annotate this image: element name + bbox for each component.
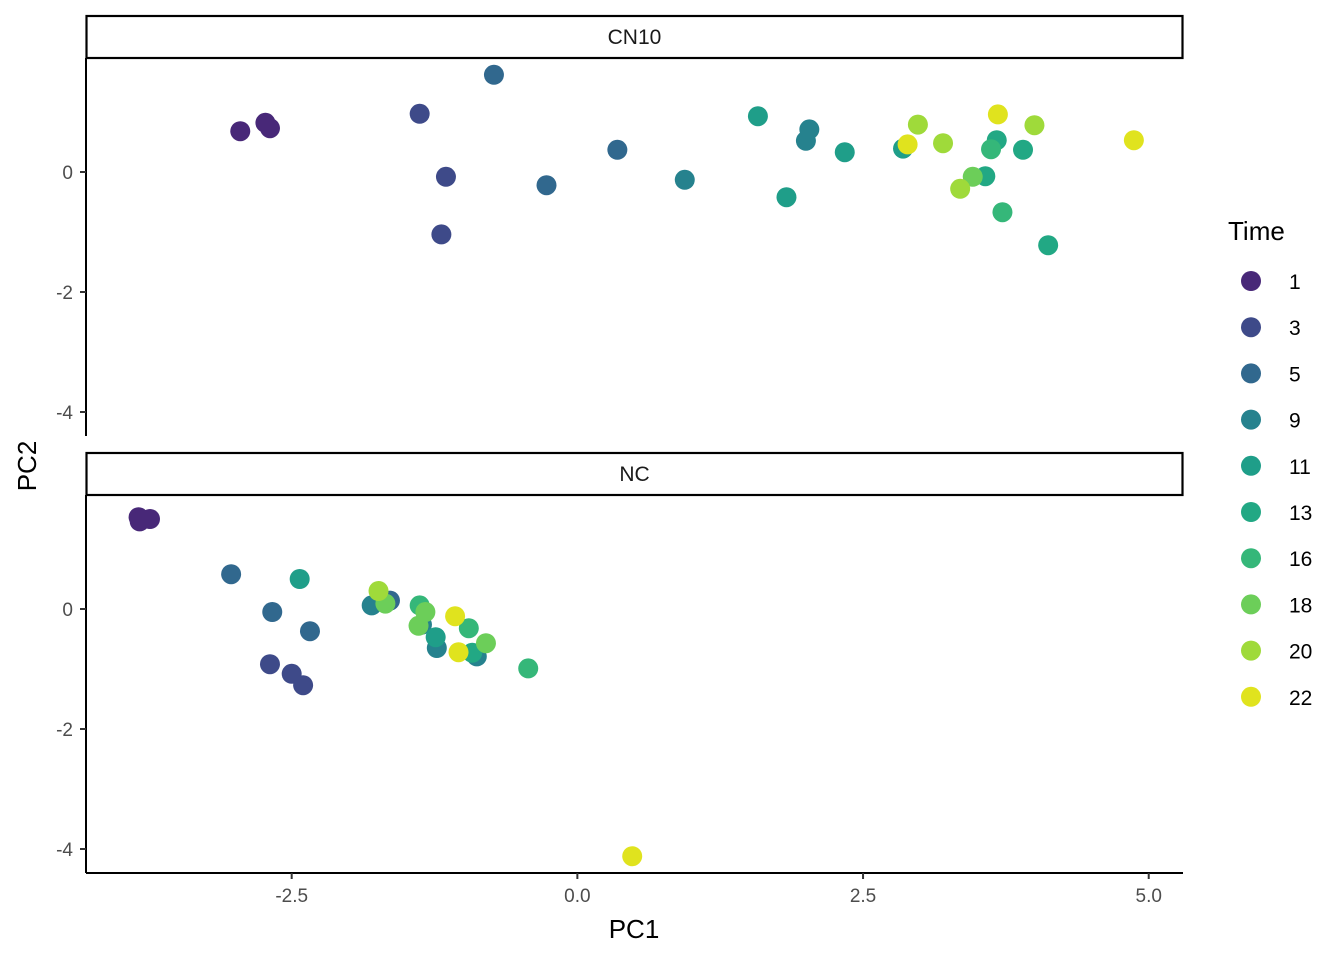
legend-item: 18 [1241,594,1312,617]
y-tick-label: -2 [56,720,73,741]
data-point [907,114,928,135]
data-point [987,104,1008,125]
y-tick-label: 0 [62,600,73,621]
data-point [259,118,280,139]
legend-key [1241,271,1261,291]
legend-label: 16 [1289,548,1312,571]
data-point [368,581,389,601]
x-axis: -2.5 0.0 2.5 5.0 [86,872,1183,907]
data-point [933,133,954,154]
legend-key [1241,594,1261,615]
data-point [435,166,456,187]
data-point [299,621,320,642]
legend-title: Time [1228,216,1285,246]
data-point [747,106,768,127]
data-point [992,202,1013,223]
panels-layer: CN10 0 -2 -4 NC 0 -2 -4 [56,14,1184,873]
x-tick-label: 2.5 [850,886,876,907]
legend-label: 13 [1289,502,1312,525]
data-point [536,175,557,196]
legend-item: 9 [1241,409,1301,433]
legend-label: 20 [1289,641,1312,664]
facet-strip-label: NC [619,463,649,486]
data-point [897,134,918,155]
data-point [230,121,251,142]
data-point [1024,115,1045,136]
data-point [518,658,539,679]
data-point [475,633,496,654]
y-tick-label: -4 [56,840,73,861]
y-axis-title: PC2 [12,441,42,492]
data-point [262,602,283,622]
facet-panel-cn10: CN10 0 -2 -4 [56,14,1184,436]
legend-label: 11 [1289,456,1311,479]
legend-label: 22 [1289,687,1312,710]
data-point [448,642,469,663]
facet-strip [85,14,1184,60]
data-point [607,139,628,160]
legend-item: 13 [1241,502,1312,525]
data-point [293,675,314,696]
facet-strip-label: CN10 [608,26,662,49]
y-tick-label: -2 [56,283,73,304]
legend-label: 18 [1289,594,1312,617]
data-point [431,224,452,245]
legend-key [1241,409,1261,430]
data-point [289,569,310,589]
legend-item: 1 [1241,271,1301,294]
facet-strip [85,451,1184,497]
x-axis-title: PC1 [609,914,660,944]
data-point [981,139,1002,160]
data-point [776,187,797,208]
legend-label: 1 [1289,271,1301,294]
facet-panel-nc: NC 0 -2 -4 [56,451,1184,873]
data-point [415,602,436,622]
data-point [221,564,242,585]
legend-item: 20 [1241,640,1312,664]
y-tick-label: 0 [62,163,73,184]
legend-label: 5 [1289,363,1301,386]
legend-item: 5 [1241,363,1301,386]
data-point [409,103,430,124]
legend-key [1241,686,1261,707]
legend-item: 11 [1241,455,1311,479]
legend-key [1241,455,1261,476]
legend-item: 16 [1241,548,1312,571]
data-point [962,166,983,187]
x-tick-label: 0.0 [564,886,590,907]
data-point [834,142,855,163]
legend-key [1241,363,1261,384]
legend-label: 9 [1289,410,1301,433]
data-point [425,627,446,648]
legend-label: 3 [1289,317,1301,340]
data-point [1123,130,1144,151]
data-point [259,654,280,675]
data-point [458,618,479,639]
legend-item: 22 [1241,686,1312,710]
data-point [950,178,971,199]
legend-item: 3 [1241,317,1301,340]
data-point [445,606,466,627]
x-tick-label: -2.5 [275,886,308,907]
legend-key [1241,317,1261,338]
data-point [674,169,695,190]
legend-key [1241,548,1261,569]
y-tick-label: -4 [56,403,73,424]
data-point [483,64,504,85]
data-point [139,509,160,529]
legend-key [1241,640,1261,661]
data-point [799,119,820,140]
data-point [1013,139,1034,160]
data-point [622,846,643,867]
legend-key [1241,502,1261,522]
x-tick-label: 5.0 [1136,886,1162,907]
data-point [1038,235,1059,256]
